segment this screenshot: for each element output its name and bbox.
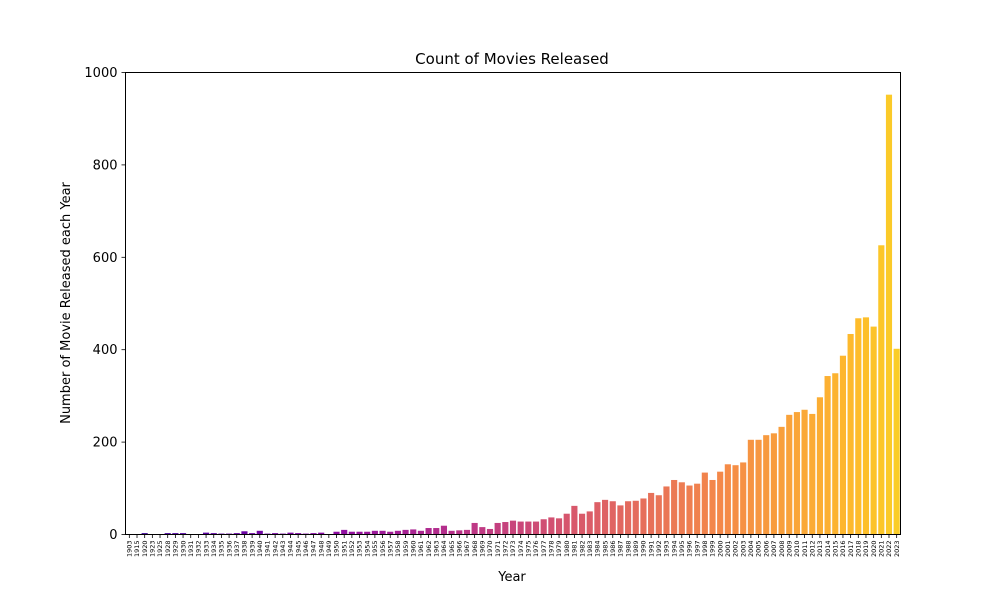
bar-2003: [740, 462, 746, 534]
bar-1955: [372, 531, 378, 535]
bar-1976: [533, 522, 539, 535]
y-axis-label: Number of Movie Released each Year: [59, 181, 74, 423]
bar-1971: [495, 523, 501, 535]
bar-1964: [441, 526, 447, 535]
bar-2005: [755, 440, 761, 535]
y-tick-label: 0: [109, 528, 117, 543]
bar-1966: [456, 530, 462, 534]
bar-1967: [464, 530, 470, 535]
x-axis-label: Year: [497, 570, 526, 585]
bar-1996: [686, 486, 692, 535]
bar-1977: [541, 519, 547, 534]
bar-1981: [571, 506, 577, 535]
bar-1960: [410, 529, 416, 534]
bar-1959: [403, 530, 409, 535]
bar-1985: [602, 500, 608, 535]
y-tick-label: 1000: [84, 66, 117, 81]
bar-2019: [863, 317, 869, 534]
bar-1973: [510, 521, 516, 535]
bar-2000: [717, 472, 723, 535]
y-axis-ticks: 0 200 400 600 800 1000: [84, 66, 125, 543]
bar-1995: [679, 482, 685, 534]
bar-2009: [786, 415, 792, 535]
bar-1979: [556, 518, 562, 534]
bar-2015: [832, 373, 838, 534]
bar-2018: [855, 318, 861, 534]
bar-1951: [341, 530, 347, 535]
y-tick-label: 800: [93, 158, 118, 173]
bar-2017: [848, 334, 854, 535]
bar-1962: [426, 528, 432, 534]
bar-2020: [871, 327, 877, 535]
bar-2021: [878, 245, 884, 534]
bar-2022: [886, 95, 892, 535]
bar-2014: [825, 376, 831, 534]
bar-1972: [502, 522, 508, 534]
bar-1940: [257, 531, 263, 535]
y-tick-label: 600: [93, 251, 118, 266]
bar-1988: [625, 501, 631, 534]
bar-1958: [395, 531, 401, 535]
bar-1978: [548, 517, 554, 534]
bar-1961: [418, 531, 424, 535]
bar-2007: [771, 433, 777, 534]
bar-1965: [449, 531, 455, 535]
bar-1983: [587, 511, 593, 534]
bar-1991: [648, 493, 654, 535]
bar-2016: [840, 356, 846, 535]
bar-1986: [610, 501, 616, 534]
bar-1989: [633, 501, 639, 535]
bar-1998: [702, 473, 708, 535]
y-tick-label: 400: [93, 343, 118, 358]
bar-1997: [694, 484, 700, 535]
bar-2013: [817, 397, 823, 534]
bar-2001: [725, 464, 731, 534]
bar-1980: [564, 514, 570, 535]
bar-2006: [763, 435, 769, 534]
x-tick-label: 2023: [893, 541, 901, 558]
bar-1994: [671, 480, 677, 535]
bar-2008: [779, 427, 785, 535]
bar-2012: [809, 414, 815, 535]
bar-1956: [379, 531, 385, 535]
bar-1975: [525, 522, 531, 535]
bar-1970: [487, 529, 493, 535]
bar-1968: [472, 523, 478, 535]
chart-title: Count of Movies Released: [415, 50, 609, 68]
bar-1982: [579, 514, 585, 535]
bar-2002: [732, 465, 738, 534]
bar-1969: [479, 527, 485, 534]
bars-group: [126, 95, 899, 535]
bar-1963: [433, 528, 439, 534]
bar-1987: [617, 505, 623, 534]
y-tick-label: 200: [93, 436, 118, 451]
bar-1993: [663, 486, 669, 534]
bar-1990: [640, 498, 646, 534]
bar-1974: [518, 522, 524, 535]
bar-2010: [794, 412, 800, 534]
bar-2011: [802, 410, 808, 535]
bar-1999: [709, 480, 715, 535]
bar-2023: [894, 349, 900, 535]
bar-1992: [656, 495, 662, 534]
bar-1984: [594, 502, 600, 534]
bar-2004: [748, 440, 754, 535]
